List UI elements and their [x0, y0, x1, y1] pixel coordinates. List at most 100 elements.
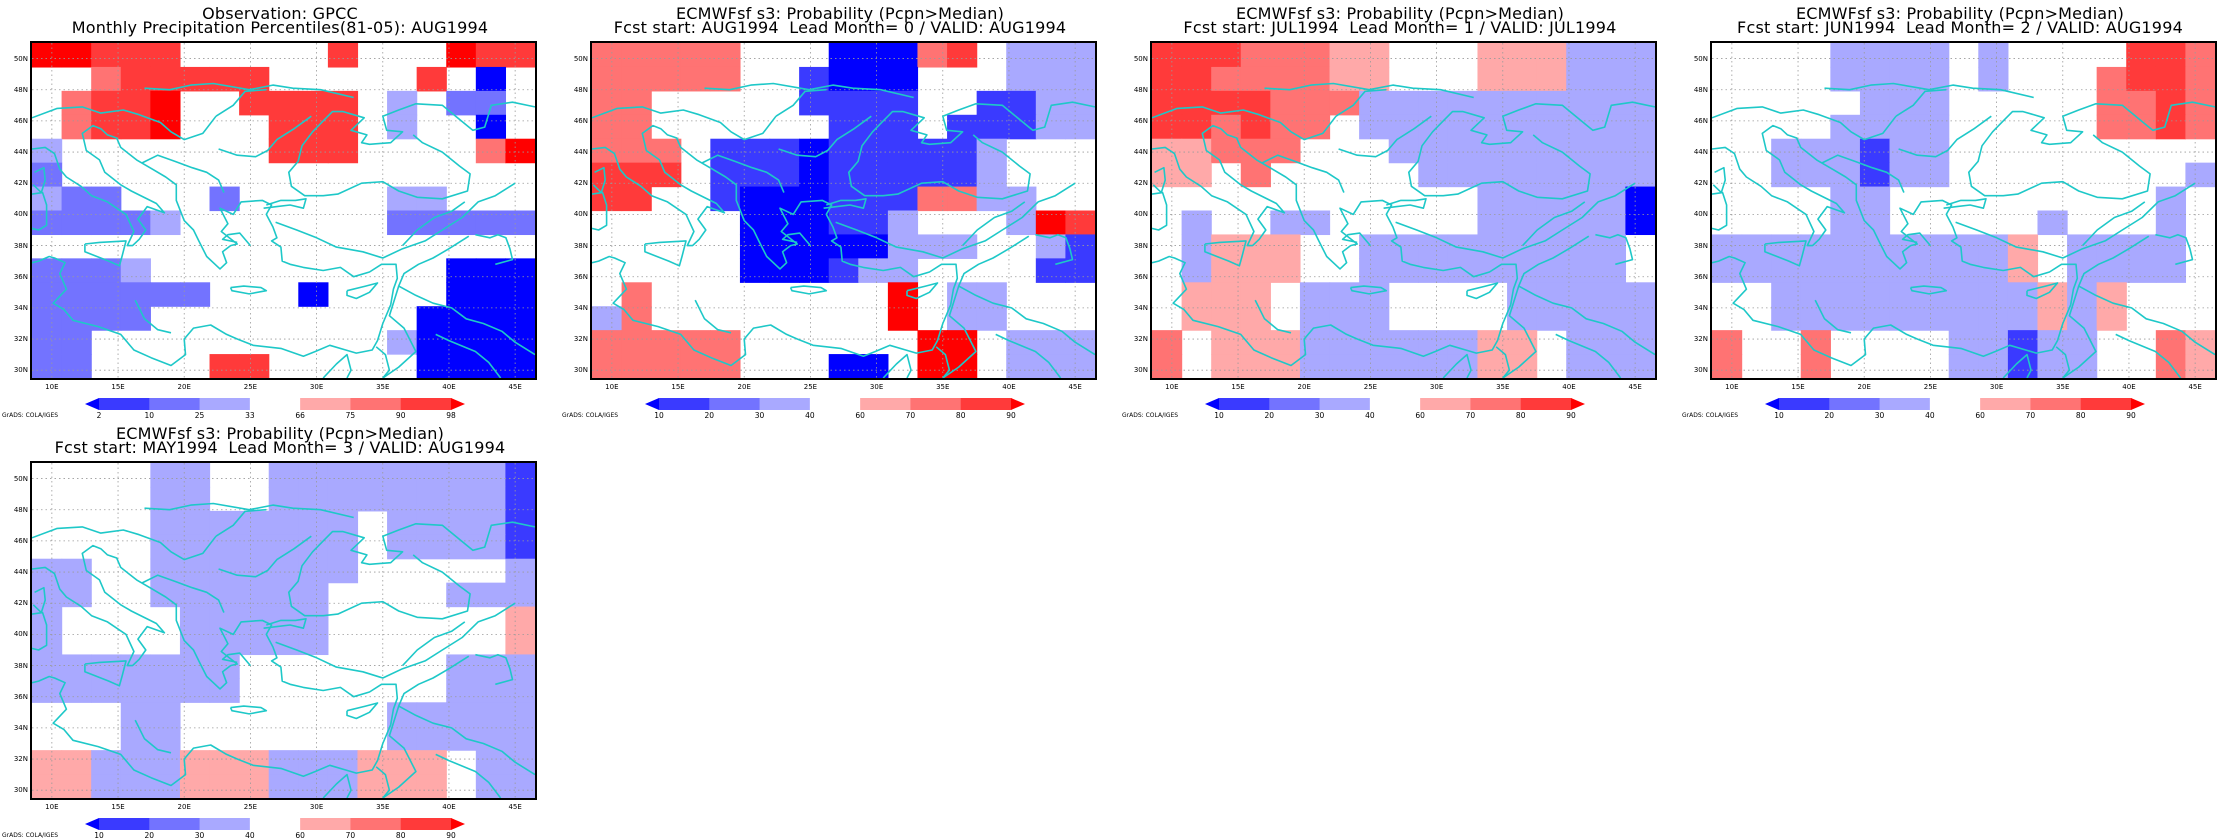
- grid-cell: [2126, 258, 2157, 283]
- coastline: [1824, 82, 2034, 99]
- grid-cell: [1830, 282, 1861, 307]
- grid-cell: [1181, 114, 1212, 140]
- coastline: [1955, 182, 2196, 259]
- coastline: [134, 719, 172, 754]
- grid-cell: [446, 43, 477, 68]
- grid-cell: [621, 114, 652, 140]
- grid-cell: [150, 558, 181, 584]
- color-bar-label: 90: [446, 831, 456, 840]
- latitude-label: 38N: [573, 241, 588, 250]
- grid-cell: [2037, 330, 2068, 355]
- grid-cell: [887, 43, 919, 68]
- grid-cell: [1181, 282, 1212, 307]
- grid-cell: [2155, 66, 2187, 92]
- grid-cell: [327, 558, 359, 584]
- grid-cell: [91, 750, 122, 775]
- latitude-label: 34N: [13, 723, 28, 732]
- longitude-label: 25E: [243, 383, 258, 391]
- latitude-label: 44N: [13, 148, 28, 157]
- grid-cell: [828, 43, 859, 68]
- coastline: [263, 618, 307, 629]
- coastline: [1466, 282, 1499, 300]
- grid-cell: [592, 330, 623, 355]
- grid-cell: [1978, 66, 2009, 92]
- grid-cell: [1388, 138, 1419, 164]
- grid-cell: [416, 510, 447, 536]
- grid-cell: [505, 654, 535, 679]
- grid-cell: [1830, 306, 1861, 331]
- color-bar-label: 20: [1264, 411, 1275, 420]
- coastline: [1261, 154, 1345, 193]
- color-bar-label: 20: [1824, 411, 1835, 420]
- grid-cell: [416, 66, 447, 92]
- grid-cell: [446, 90, 477, 116]
- grid-cell: [1595, 234, 1627, 259]
- grid-cell: [1948, 330, 1979, 355]
- coastline: [141, 154, 225, 193]
- color-bar-label: 90: [395, 411, 406, 420]
- grid-cell: [1830, 138, 1861, 164]
- grid-cell: [416, 750, 447, 775]
- latitude-label: 34N: [1133, 303, 1148, 312]
- grid-cell: [1536, 114, 1567, 140]
- grid-cell: [1741, 258, 1772, 283]
- color-bar-max-arrow: [2131, 398, 2145, 410]
- grid-cell: [1712, 330, 1743, 355]
- color-bar-swatch: [1420, 398, 1471, 410]
- coastline: [144, 82, 354, 99]
- grid-cell: [2155, 114, 2187, 140]
- grid-cell: [1625, 186, 1655, 212]
- grid-cell: [1359, 258, 1390, 283]
- coastline: [218, 115, 312, 158]
- grid-cell: [1329, 282, 1360, 307]
- grid-cell: [387, 186, 418, 212]
- grid-cell: [475, 463, 507, 488]
- latitude-label: 48N: [1133, 85, 1148, 94]
- grid-cell: [1329, 43, 1360, 68]
- grid-cell: [1388, 354, 1419, 378]
- grid-cell: [1270, 234, 1301, 259]
- color-bar-swatch: [860, 398, 911, 410]
- coastline: [375, 766, 391, 798]
- color-bar-swatch: [300, 398, 351, 410]
- grid-cell: [446, 726, 477, 751]
- grid-cell: [268, 510, 299, 536]
- color-bar-min-arrow: [645, 398, 659, 410]
- coastline: [1712, 106, 1897, 141]
- coastline: [346, 702, 379, 720]
- grid-cell: [446, 282, 477, 307]
- grid-cell: [387, 534, 418, 560]
- coastline: [2062, 285, 2097, 378]
- coastline: [32, 526, 217, 561]
- coastline: [397, 235, 535, 356]
- grid-cell: [387, 114, 418, 140]
- color-bar-min-arrow: [1765, 398, 1779, 410]
- coastline: [1264, 82, 1474, 99]
- grid-cell: [1240, 90, 1271, 116]
- panel-title: Observation: GPCC: [202, 4, 358, 23]
- grid-cell: [858, 114, 889, 140]
- grid-cell: [209, 354, 240, 378]
- latitude-label: 46N: [1133, 116, 1148, 125]
- color-bar-max-arrow: [1571, 398, 1585, 410]
- color-bar-swatch: [1319, 398, 1371, 410]
- longitude-label: 45E: [1068, 383, 1082, 391]
- longitude-label: 20E: [177, 383, 191, 391]
- grid-cell: [61, 654, 92, 679]
- grid-cell: [1712, 354, 1743, 378]
- latitude-label: 32N: [13, 335, 28, 344]
- grid-cell: [1418, 234, 1449, 259]
- grid-cell: [1211, 306, 1242, 331]
- grid-cell: [179, 558, 211, 584]
- grid-cell: [327, 463, 359, 488]
- grid-cell: [1978, 354, 2009, 378]
- grid-cell: [799, 90, 830, 116]
- color-bar-label: 25: [194, 411, 205, 420]
- latitude-label: 30N: [13, 786, 28, 795]
- grid-cell: [32, 678, 63, 703]
- grid-cell: [1712, 234, 1743, 259]
- coastline: [2082, 201, 2146, 247]
- grid-cell: [1859, 258, 1891, 283]
- longitude-label: 30E: [309, 383, 324, 391]
- longitude-label: 15E: [1791, 383, 1805, 391]
